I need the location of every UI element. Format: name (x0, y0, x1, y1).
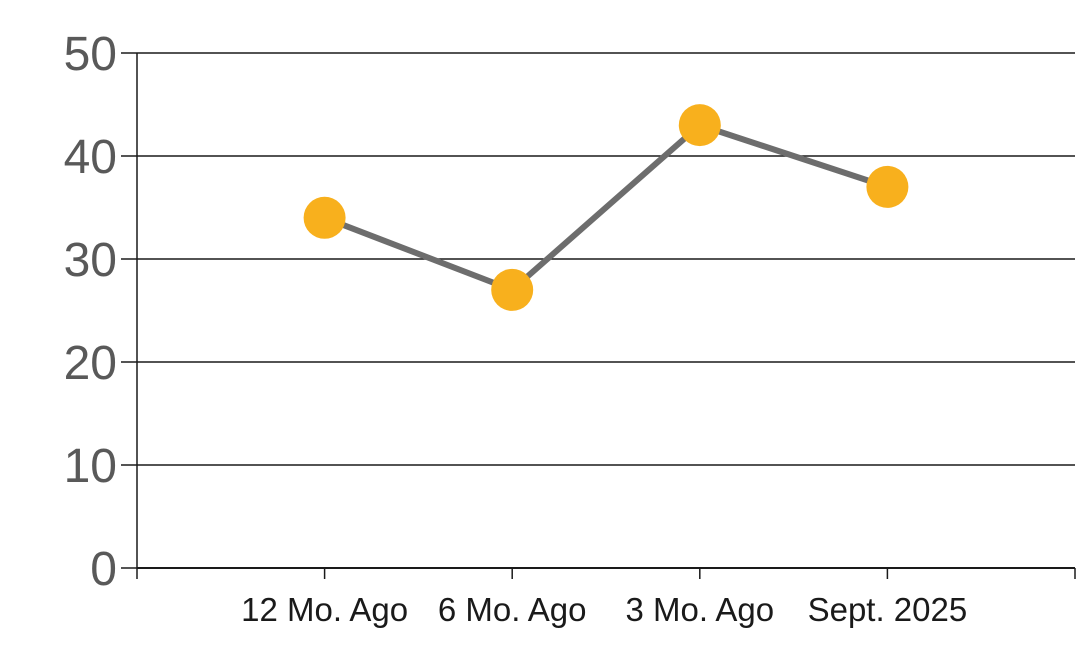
y-tick-label: 20 (64, 337, 117, 390)
data-point-marker (678, 104, 721, 147)
data-point-marker (866, 165, 909, 208)
y-tick-label: 0 (90, 543, 117, 596)
y-tick-label: 40 (64, 131, 117, 184)
data-point-marker (491, 268, 534, 311)
x-tick-label: Sept. 2025 (808, 591, 968, 628)
y-tick-label: 30 (64, 234, 117, 287)
x-tick-label: 3 Mo. Ago (625, 591, 774, 628)
x-tick-label: 12 Mo. Ago (241, 591, 408, 628)
y-tick-label: 50 (64, 28, 117, 81)
y-tick-label: 10 (64, 440, 117, 493)
x-tick-label: 6 Mo. Ago (438, 591, 587, 628)
data-point-marker (303, 196, 346, 239)
series-line (323, 122, 889, 293)
